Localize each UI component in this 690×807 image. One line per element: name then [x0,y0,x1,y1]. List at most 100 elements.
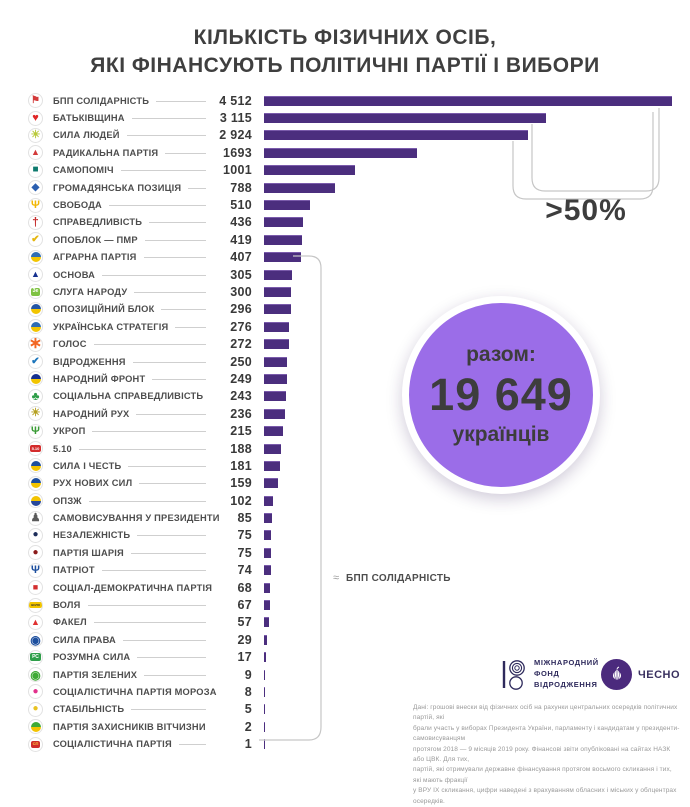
chart-row: Зе СЛУГА НАРОДУ 300 [28,283,690,300]
chart-row: ◉ СИЛА ПРАВА 29 [28,631,690,648]
party-name-label: ВОЛЯ [53,600,81,611]
bar-zone [252,513,690,524]
leader-line [92,431,206,433]
leader-line [134,291,206,293]
party-value: 2 924 [219,128,252,143]
party-logo-icon: ✔ [28,232,43,248]
bar [264,339,289,350]
bar [264,269,292,280]
party-logo-icon: ■ [28,162,43,178]
bar-zone [252,634,690,645]
leader-line [165,152,206,154]
party-name-label: УКРАЇНСЬКА СТРАТЕГІЯ [53,321,169,332]
leader-line [126,135,206,137]
party-logo-icon: ◉ [28,632,43,648]
chart-row: ОПОЗИЦІЙНИЙ БЛОК 296 [28,301,690,318]
bar-zone [252,582,690,593]
bar [264,652,266,663]
chart-row: ♥ БАТЬКІВЩИНА 3 115 [28,109,690,126]
bar [264,634,267,645]
bar [264,547,271,558]
party-logo-icon: ▲ [28,145,43,161]
party-name-label: РОЗУМНА СИЛА [53,652,131,663]
party-value: 276 [230,319,252,334]
bar [264,356,287,367]
party-value: 272 [230,337,252,352]
bar [264,234,302,245]
party-value: 85 [237,511,252,526]
bar [264,286,291,297]
party-logo-icon: ■ [28,580,43,596]
irf-logo-label: МІЖНАРОДНИЙ ФОНД ВІДРОДЖЕННЯ [534,658,599,689]
bar [264,391,286,402]
party-name-label: ОПОЗИЦІЙНИЙ БЛОК [53,304,155,315]
bar [264,530,271,541]
party-logo-icon [28,319,43,335]
chart-row: ☀ СИЛА ЛЮДЕЙ 2 924 [28,127,690,144]
chart-row: ♟ САМОВИСУВАННЯ У ПРЕЗИДЕНТИ 85 [28,509,690,526]
bar-zone [252,113,690,124]
party-logo-icon: ● [28,684,43,700]
party-logo-icon: ВОЛЯ [28,597,43,613]
chart-row: РС РОЗУМНА СИЛА 17 [28,649,690,666]
party-value: 250 [230,354,252,369]
party-name-label: ФАКЕЛ [53,617,87,628]
party-logo-icon [28,458,43,474]
chart-row: 5.10 5.10 188 [28,440,690,457]
party-logo-icon: ✔ [28,354,43,370]
party-value: 5 [244,702,252,717]
bar [264,739,265,750]
bar-zone [252,147,690,158]
party-logo-icon: ∗ [28,336,43,352]
bar-zone [252,495,690,506]
party-value: 17 [237,650,252,665]
party-value: 159 [230,476,252,491]
party-value: 181 [230,458,252,473]
party-value: 407 [230,250,252,265]
gt50-annotation: >50% [545,194,627,227]
party-logo-icon: ◉ [28,667,43,683]
chart-row: Ψ ПАТРІОТ 74 [28,562,690,579]
bar-zone [252,252,690,263]
party-logo-icon: ▲ [28,267,43,283]
bar [264,130,528,141]
party-logo-icon: Ψ [28,423,43,439]
party-logo-icon: ♟ [28,510,43,526]
party-value: 188 [230,441,252,456]
bar-zone [252,530,690,541]
leader-line [137,657,206,659]
party-logo-icon: † [28,214,43,230]
party-logo-icon: СП [28,736,43,752]
party-name-label: ГОЛОС [53,339,87,350]
chart-row: СП СОЦІАЛІСТИЧНА ПАРТІЯ 1 [28,735,690,752]
leader-line [137,535,206,537]
chart-row: ■ САМОПОМІЧ 1001 [28,162,690,179]
party-name-label: НАРОДНИЙ РУХ [53,408,130,419]
bar [264,617,269,628]
party-name-label: РАДИКАЛЬНА ПАРТІЯ [53,147,159,158]
bar [264,252,301,263]
party-value: 436 [230,215,252,230]
bar [264,721,265,732]
bar [264,200,310,211]
party-logo-icon: РС [28,649,43,665]
party-value: 29 [237,632,252,647]
party-logo-icon [28,249,43,265]
leader-line [101,570,206,572]
leader-line [132,361,206,363]
party-name-label: СТАБІЛЬНІСТЬ [53,704,125,715]
party-name-label: ГРОМАДЯНСЬКА ПОЗИЦІЯ [53,182,182,193]
leader-line [78,448,206,450]
chart-title-line1: КІЛЬКІСТЬ ФІЗИЧНИХ ОСІБ, [193,26,497,49]
bar-zone [252,286,690,297]
party-name-label: СОЦІАЛІСТИЧНА ПАРТІЯ МОРОЗА [53,686,217,697]
leader-line [161,309,206,311]
leader-line [143,257,206,259]
party-name-label: СОЦІАЛЬНА СПРАВЕДЛИВІСТЬ [53,391,204,402]
leader-line [120,170,206,172]
chart-row: ПАРТІЯ ЗАХИСНИКІВ ВІТЧИЗНИ 2 [28,718,690,735]
chart-row: † СПРАВЕДЛИВІСТЬ 436 [28,214,690,231]
party-name-label: СПРАВЕДЛИВІСТЬ [53,217,143,228]
leader-line [156,100,206,102]
party-value: 57 [237,615,252,630]
